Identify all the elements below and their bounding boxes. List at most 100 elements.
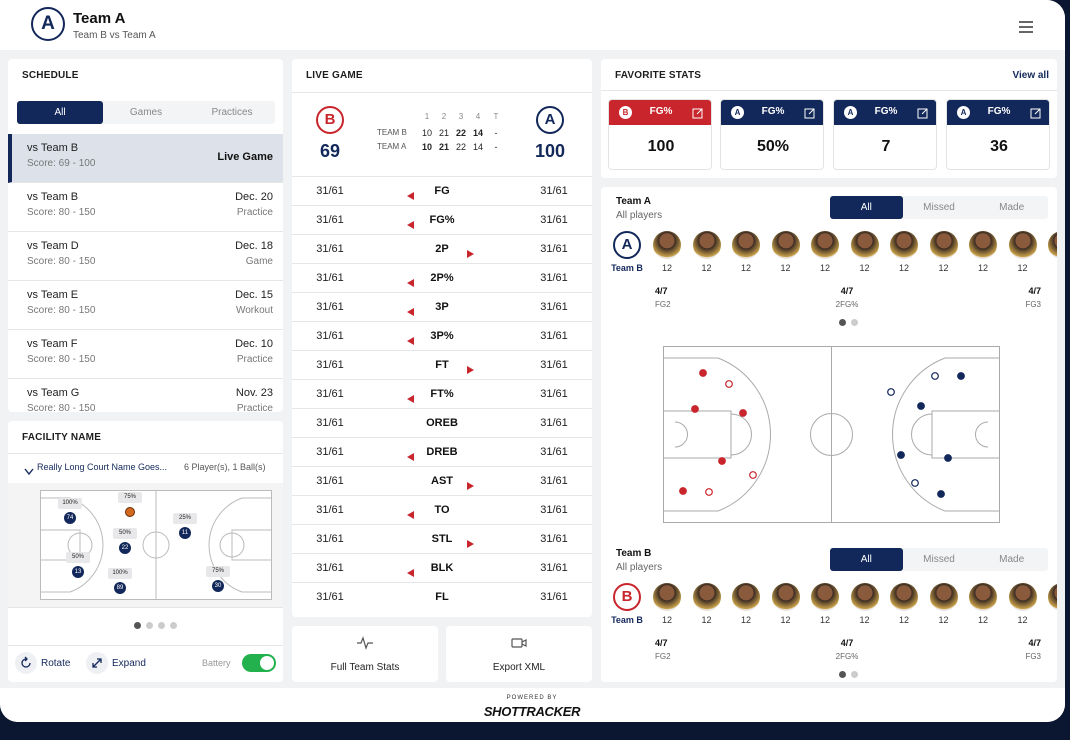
stat-row xyxy=(292,292,592,321)
stat-left: 31/61 xyxy=(316,330,344,342)
court-name[interactable]: Really Long Court Name Goes... xyxy=(37,462,168,472)
edit-icon[interactable] xyxy=(692,106,704,119)
player-avatar[interactable] xyxy=(890,583,918,611)
team-score: 100 xyxy=(534,141,566,161)
shot xyxy=(917,402,925,410)
marker-pct: 25% xyxy=(173,513,197,524)
marker-pct: 75% xyxy=(118,492,142,503)
shot xyxy=(705,488,713,496)
player-number: 12 xyxy=(780,615,791,625)
type: Practice xyxy=(236,354,273,365)
edit-icon-svg xyxy=(1030,108,1041,119)
player-avatar[interactable] xyxy=(811,231,839,259)
opponent: vs Team E xyxy=(27,289,79,301)
tab[interactable]: Games xyxy=(129,107,163,118)
stat-label: FG2 xyxy=(655,652,671,661)
player-avatar[interactable] xyxy=(1048,583,1057,611)
player-avatar[interactable] xyxy=(811,583,839,611)
player-avatar[interactable] xyxy=(890,231,918,259)
stat-card[interactable]: A FG% 50% xyxy=(720,99,824,170)
schedule-item[interactable] xyxy=(8,330,283,379)
schedule-item[interactable] xyxy=(8,232,283,281)
player-avatar[interactable] xyxy=(850,231,879,259)
player-avatar[interactable] xyxy=(692,583,721,611)
stat-name: 2P% xyxy=(430,272,454,284)
tab[interactable]: Made xyxy=(999,202,1025,213)
tab[interactable]: All xyxy=(17,101,103,124)
player-avatar[interactable] xyxy=(969,231,997,259)
stat-name: DREB xyxy=(426,446,458,458)
period: 1 xyxy=(424,112,430,121)
arrow-right-svg xyxy=(467,366,474,374)
player-number: 12 xyxy=(859,263,870,273)
button-label: Export XML xyxy=(492,662,546,673)
player-avatar[interactable] xyxy=(1008,583,1037,611)
schedule-item[interactable] xyxy=(8,183,283,232)
edit-icon[interactable] xyxy=(804,106,816,119)
tab[interactable]: Made xyxy=(999,554,1025,565)
player-avatar[interactable] xyxy=(969,583,997,611)
stat-card[interactable]: A FG% 36 xyxy=(946,99,1050,170)
stat-row xyxy=(292,495,592,524)
date: Nov. 23 xyxy=(235,387,273,399)
player-avatar[interactable] xyxy=(929,231,958,259)
player-avatar[interactable] xyxy=(771,231,800,259)
player-number: 12 xyxy=(661,263,672,273)
stat-card[interactable]: B FG% 100 xyxy=(608,99,712,170)
ball xyxy=(125,507,135,517)
action[interactable]: Expand xyxy=(112,658,146,669)
action[interactable]: Rotate xyxy=(41,658,71,669)
arrow-right xyxy=(466,535,474,548)
player-avatar[interactable] xyxy=(692,231,721,259)
player-avatar[interactable] xyxy=(653,583,681,611)
player-avatar[interactable] xyxy=(771,583,800,611)
schedule-item[interactable] xyxy=(8,281,283,330)
arrow-left-svg xyxy=(407,569,414,577)
menu-icon[interactable] xyxy=(1018,20,1034,34)
team-logo: A xyxy=(536,106,564,134)
arrow-left-svg xyxy=(407,308,414,316)
tab[interactable]: Practices xyxy=(211,107,253,118)
stat-right: 31/61 xyxy=(540,185,568,197)
player-avatar[interactable] xyxy=(1048,231,1057,259)
tab[interactable]: Missed xyxy=(923,554,955,565)
period: 4 xyxy=(475,112,481,121)
marker-player: 22 xyxy=(119,542,131,554)
tab[interactable]: Missed xyxy=(923,202,955,213)
button[interactable]: Full Team Stats xyxy=(292,626,438,682)
stat-row xyxy=(292,379,592,408)
stat-card[interactable]: A FG% 7 xyxy=(833,99,937,170)
stat-name: 3P% xyxy=(430,330,454,342)
arrow-left xyxy=(407,506,415,519)
period: 3 xyxy=(458,112,464,121)
player-avatar[interactable] xyxy=(850,583,879,611)
edit-icon[interactable] xyxy=(1030,106,1042,119)
shot xyxy=(957,372,965,380)
page-dot xyxy=(134,622,141,629)
player-avatar[interactable] xyxy=(732,583,760,611)
stat-name: TO xyxy=(434,504,450,516)
tab[interactable]: All xyxy=(830,196,903,219)
edit-icon[interactable] xyxy=(917,106,929,119)
logo-label: Team B xyxy=(611,263,643,273)
button-label: Full Team Stats xyxy=(330,662,400,673)
stat-left: 31/61 xyxy=(316,214,344,226)
player-avatar[interactable] xyxy=(929,583,958,611)
player-avatar[interactable] xyxy=(732,231,760,259)
player-avatar[interactable] xyxy=(1008,231,1037,259)
page-dot xyxy=(146,622,153,629)
player-avatar[interactable] xyxy=(653,231,681,259)
stat-name: 3P xyxy=(435,301,449,313)
schedule-item[interactable] xyxy=(8,134,283,183)
player-number: 12 xyxy=(701,615,712,625)
rotate-icon[interactable] xyxy=(15,652,37,674)
marker-pct: 100% xyxy=(108,568,132,579)
button[interactable]: Export XML xyxy=(446,626,592,682)
score: Score: 80 - 150 xyxy=(27,354,96,365)
expand-icon[interactable] xyxy=(86,652,108,674)
tab[interactable]: All xyxy=(830,548,903,571)
stat-row xyxy=(292,176,592,205)
stat-row xyxy=(292,205,592,234)
player-number: 12 xyxy=(1052,263,1058,273)
view-all[interactable]: View all xyxy=(1012,70,1049,81)
